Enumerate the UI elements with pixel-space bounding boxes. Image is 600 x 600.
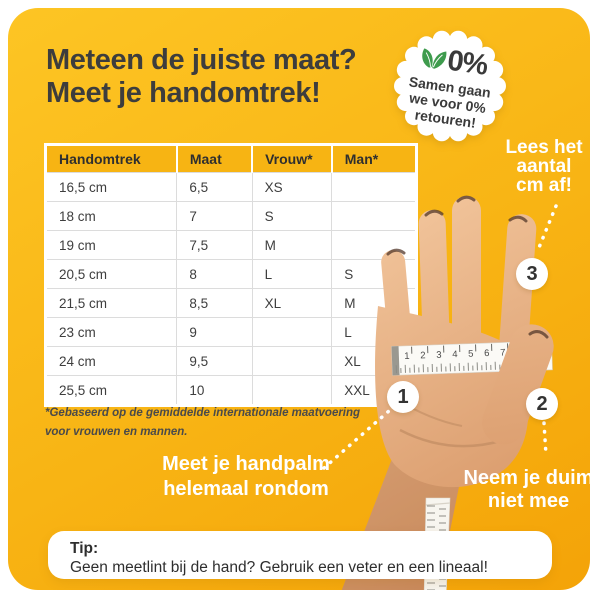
svg-text:8: 8 [516, 347, 522, 358]
step2-number: 2 [536, 392, 548, 415]
table-cell [331, 201, 417, 231]
table-cell [331, 230, 417, 260]
table-cell: 25,5 cm [45, 375, 177, 406]
thumb [481, 324, 554, 445]
page-title: Meteen de juiste maat? Meet je handomtre… [46, 44, 357, 110]
step2-line-2: niet mee [487, 490, 570, 512]
svg-text:7: 7 [500, 347, 506, 358]
title-line-1: Meteen de juiste maat? [46, 44, 357, 76]
step1-number: 1 [397, 385, 409, 408]
step2-marker: 2 [526, 388, 558, 420]
badge-content: 0% Samen gaan we voor 0% retouren! [384, 20, 515, 151]
table-row: 23 cm 9 L [45, 317, 417, 347]
step3-number: 3 [526, 262, 538, 285]
table-cell: 23 cm [45, 317, 177, 347]
table-cell: S [251, 201, 332, 231]
step1-line-1: Meet je handpalm [162, 453, 330, 475]
step2-label: Neem je duim niet mee [456, 467, 590, 513]
svg-text:2: 2 [420, 350, 426, 361]
table-cell: L [331, 317, 417, 347]
step1-label: Meet je handpalm helemaal rondom [136, 452, 356, 502]
table-cell: 9 [176, 317, 253, 347]
tip-heading: Tip: [70, 540, 99, 557]
middle-finger [452, 196, 481, 371]
table-cell [251, 317, 332, 347]
svg-text:5: 5 [468, 349, 474, 360]
table-cell: XL [251, 288, 332, 318]
table-cell: 6,5 [176, 172, 253, 202]
table-header-cell: Handomtrek [45, 144, 177, 173]
title-line-2: Meet je handomtrek! [46, 77, 321, 109]
step1-line-2: helemaal rondom [163, 478, 329, 500]
ring-finger [418, 210, 451, 365]
step3-label: Lees het aantal cm af! [484, 138, 590, 195]
step3-line-3: cm af! [516, 175, 572, 196]
tip-text: Geen meetlint bij de hand? Gebruik een v… [70, 559, 488, 576]
table-row: 19 cm 7,5 M [45, 230, 417, 260]
footnote-line-1: *Gebaseerd op de gemiddelde internationa… [45, 407, 361, 419]
table-cell: 8,5 [176, 288, 253, 318]
table-cell: 20,5 cm [45, 259, 177, 289]
size-table-head: Handomtrek Maat Vrouw* Man* [45, 144, 417, 173]
table-cell: L [251, 259, 332, 289]
table-cell: XL [331, 346, 417, 376]
zero-returns-badge: 0% Samen gaan we voor 0% retouren! [392, 28, 508, 144]
table-cell: 18 cm [45, 201, 177, 231]
infographic-card: Meteen de juiste maat? Meet je handomtre… [8, 8, 590, 590]
step3-line-1: Lees het [505, 137, 583, 158]
table-cell: S [331, 259, 417, 289]
table-cell [251, 375, 332, 406]
table-cell: 24 cm [45, 346, 177, 376]
table-cell: 7,5 [176, 230, 253, 260]
table-cell: 10 [176, 375, 253, 406]
table-cell: M [331, 288, 417, 318]
size-table-header-row: Handomtrek Maat Vrouw* Man* [45, 144, 417, 173]
svg-text:9: 9 [532, 346, 538, 357]
table-cell: 16,5 cm [45, 172, 177, 202]
table-row: 21,5 cm 8,5 XL M [45, 288, 417, 318]
table-row: 20,5 cm 8 L S [45, 259, 417, 289]
svg-text:4: 4 [452, 349, 458, 360]
tip-box: Tip: Geen meetlint bij de hand? Gebruik … [48, 531, 552, 579]
leaf-icon [422, 47, 447, 69]
dashed-line-step2 [542, 421, 548, 457]
footnote: *Gebaseerd op de gemiddelde internationa… [45, 404, 360, 442]
table-row: 16,5 cm 6,5 XS [45, 172, 417, 202]
step3-line-2: aantal [516, 156, 572, 177]
table-header-cell: Man* [330, 144, 417, 173]
table-cell: 21,5 cm [45, 288, 177, 318]
table-cell: XS [251, 172, 332, 202]
table-cell: 19 cm [45, 230, 177, 260]
table-cell: 9,5 [176, 346, 253, 376]
footnote-line-2: voor vrouwen en mannen. [45, 426, 188, 438]
badge-header: 0% [417, 41, 489, 83]
table-cell [331, 172, 417, 202]
table-row: 24 cm 9,5 XL [45, 346, 417, 376]
step1-marker: 1 [387, 381, 419, 413]
table-row: 18 cm 7 S [45, 201, 417, 231]
table-header-cell: Vrouw* [251, 144, 332, 173]
size-table-body: 16,5 cm 6,5 XS 18 cm 7 S 19 cm 7,5 M 20,5 cm 8 L S 21… [45, 172, 417, 406]
table-row: 25,5 cm 10 XXL [45, 375, 417, 406]
dashed-line-step3 [536, 204, 558, 252]
table-cell: 7 [176, 201, 253, 231]
badge-percent: 0% [445, 44, 490, 82]
table-cell [251, 346, 332, 376]
table-cell: M [251, 230, 332, 260]
index-finger [498, 214, 537, 369]
table-header-cell: Maat [175, 144, 253, 173]
step3-marker: 3 [516, 258, 548, 290]
size-table: Handomtrek Maat Vrouw* Man* 16,5 cm 6,5 XS 18 … [44, 143, 418, 407]
svg-text:3: 3 [436, 350, 442, 361]
table-cell: 8 [176, 259, 253, 289]
step2-line-1: Neem je duim [463, 467, 590, 489]
svg-text:6: 6 [484, 348, 490, 359]
